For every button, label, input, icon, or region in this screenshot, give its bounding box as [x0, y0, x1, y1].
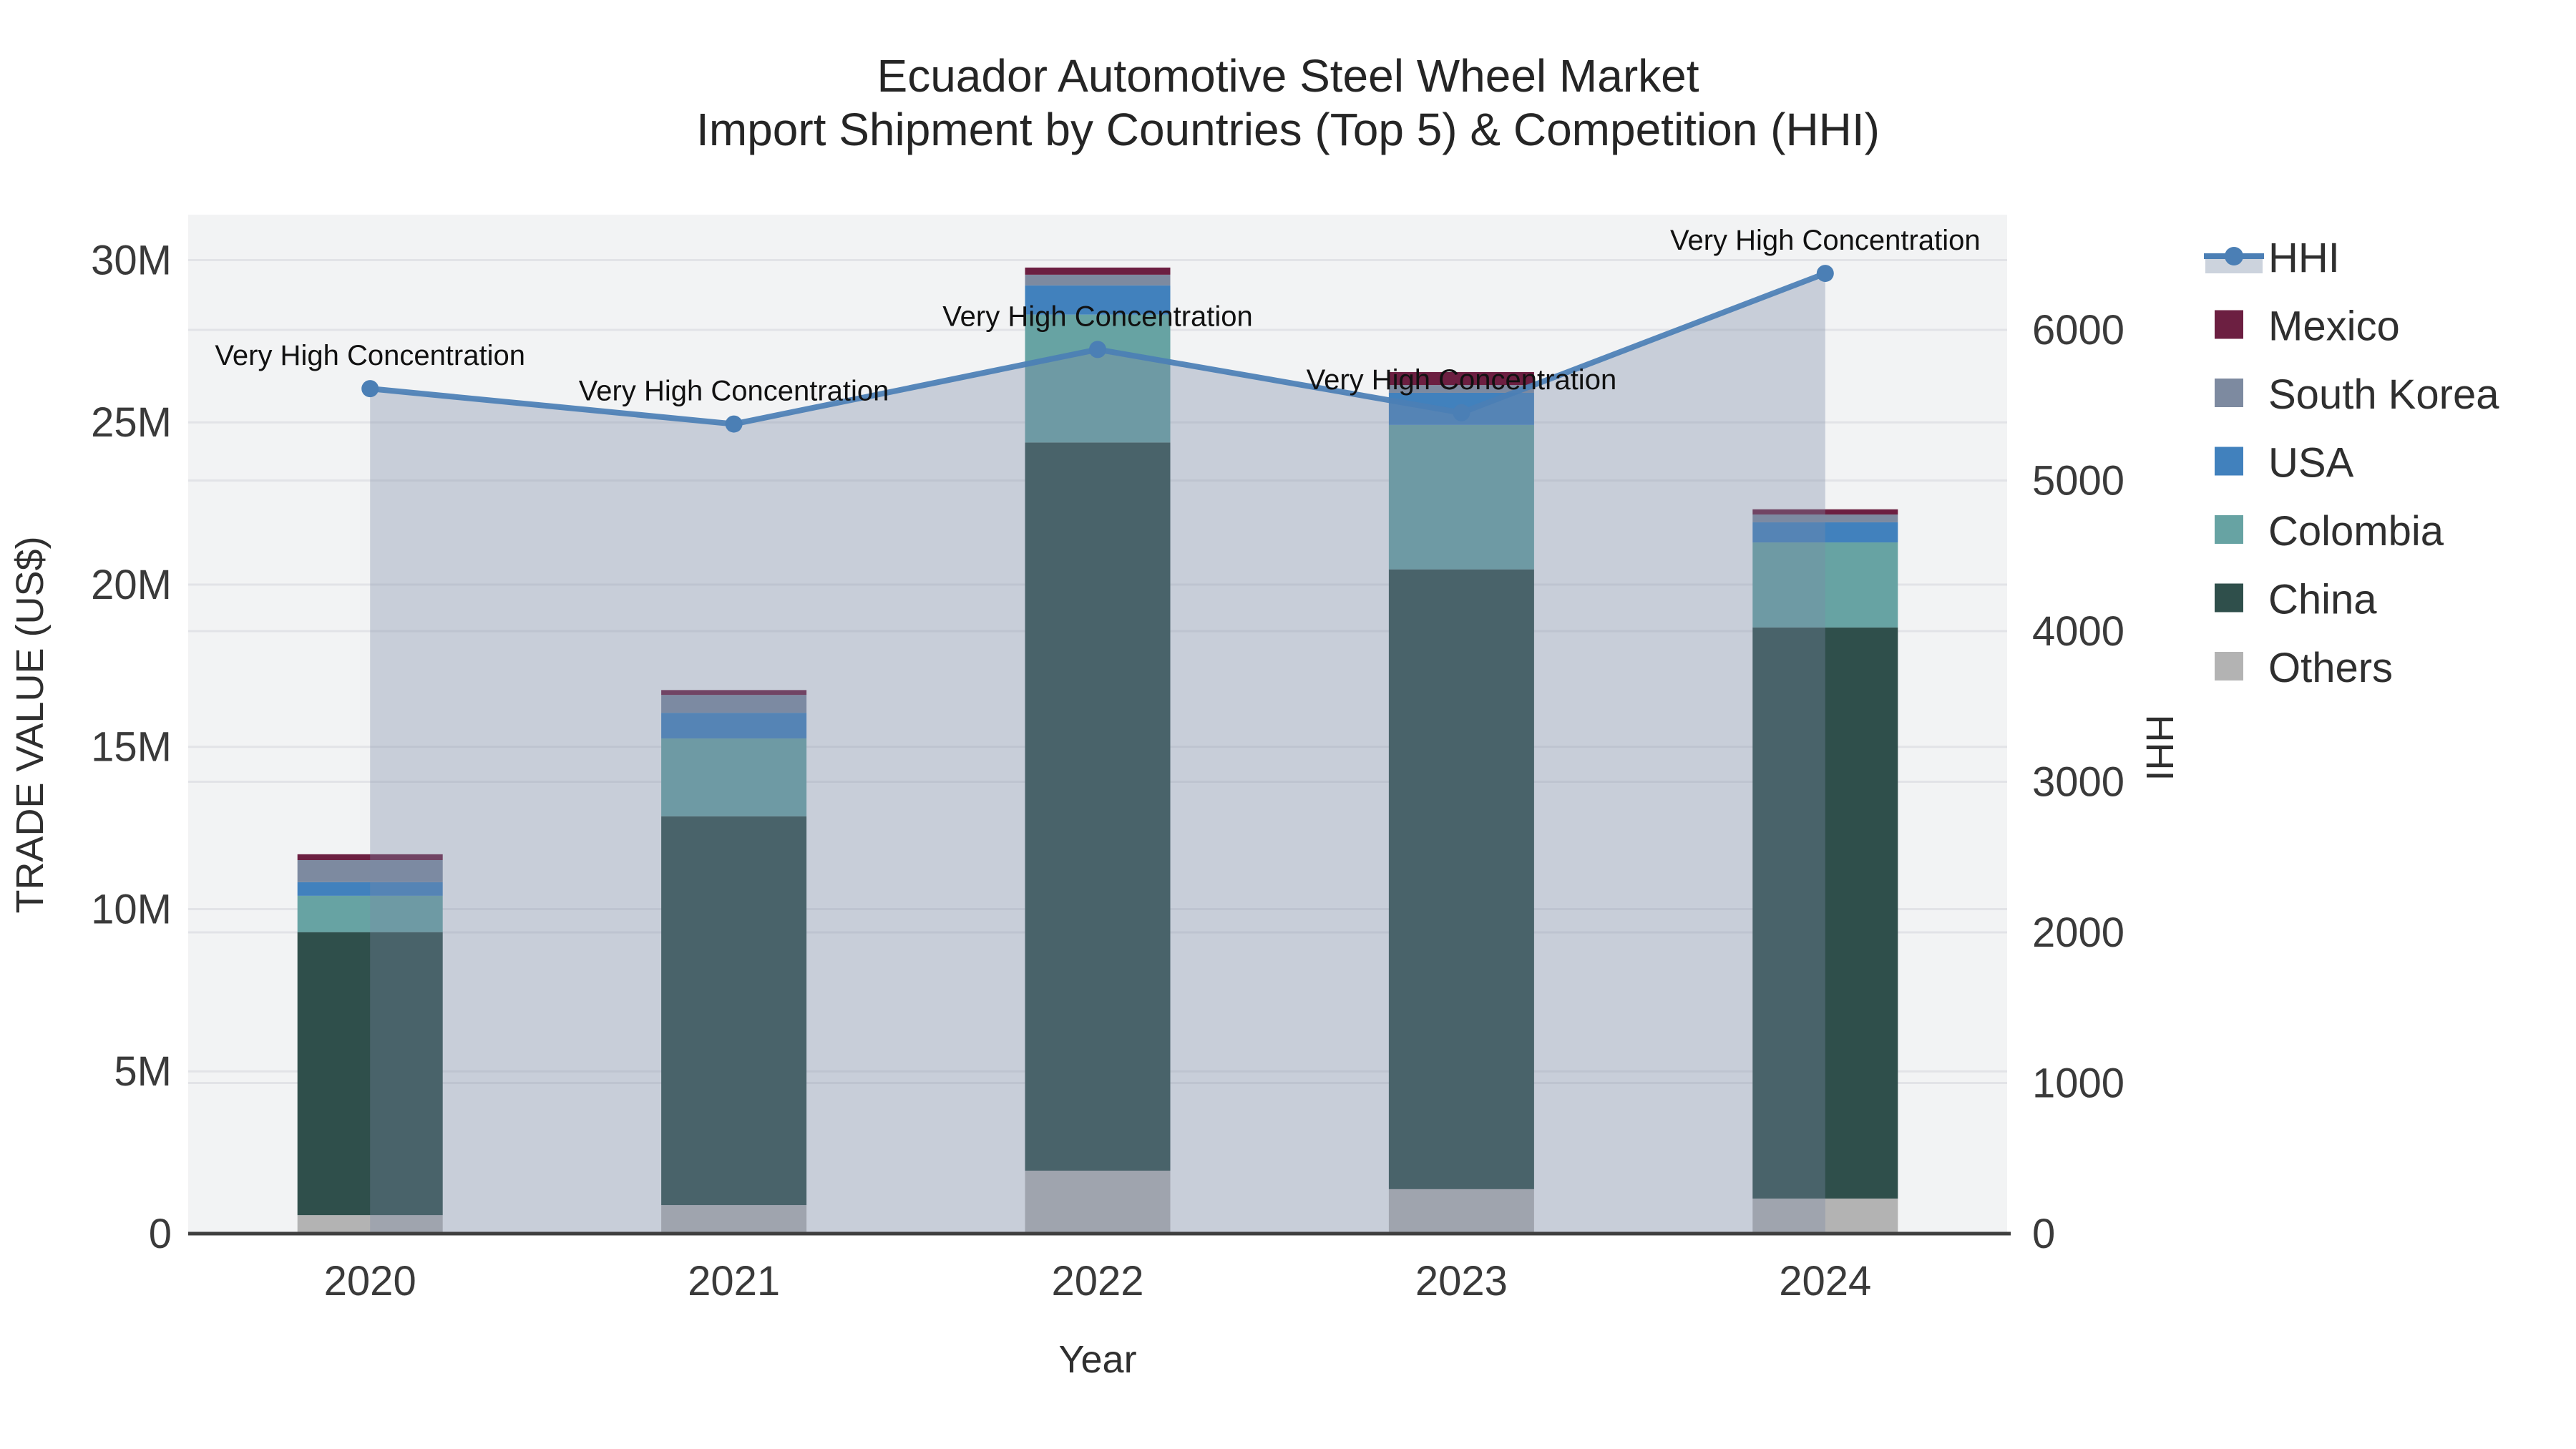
bar-segment-colombia-2023 — [1388, 424, 1534, 570]
bar-segment-china-2022 — [1025, 442, 1171, 1171]
y-right-tick-0: 0 — [2032, 1211, 2055, 1257]
y-right-tick-3000: 3000 — [2032, 759, 2124, 806]
annotation-2023: Very High Concentration — [1307, 364, 1617, 396]
legend-swatch-china — [2215, 583, 2243, 613]
hhi-marker-2022 — [1089, 341, 1106, 358]
bar-segment-others-2022 — [1025, 1171, 1171, 1234]
y-left-axis-title: TRADE VALUE (US$) — [9, 536, 52, 913]
bar-segment-mexico-2022 — [1025, 267, 1171, 275]
legend-swatch-usa — [2215, 447, 2243, 476]
y-left-tick-20M: 20M — [91, 562, 172, 608]
legend-label-hhi: HHI — [2268, 235, 2340, 281]
y-right-tick-1000: 1000 — [2032, 1060, 2124, 1107]
bar-segment-usa-2022 — [1025, 285, 1171, 315]
legend-label-mexico: Mexico — [2268, 303, 2400, 350]
y-left-tick-30M: 30M — [91, 237, 172, 283]
chart-title-line2: Import Shipment by Countries (Top 5) & C… — [696, 104, 1880, 155]
bar-segment-others-2020 — [297, 1215, 443, 1234]
y-left-tick-25M: 25M — [91, 399, 172, 446]
bar-segment-mexico-2024 — [1752, 509, 1898, 515]
legend-swatch-others — [2215, 652, 2243, 680]
chart-title-line1: Ecuador Automotive Steel Wheel Market — [877, 50, 1699, 102]
legend-swatch-colombia — [2215, 515, 2243, 544]
x-axis-title: Year — [1058, 1338, 1136, 1381]
x-tick-2020: 2020 — [324, 1258, 416, 1304]
y-left-tick-10M: 10M — [91, 886, 172, 932]
legend-item-colombia[interactable]: Colombia — [2215, 508, 2444, 555]
legend-swatch-south-korea — [2215, 379, 2243, 407]
axis-layer: 0 5M 10M 15M 20M 25M 30M 0 1000 2000 3000 4000 5000 6… — [91, 237, 2124, 1304]
hhi-area-fill — [370, 273, 1825, 1234]
bar-segment-usa-2024 — [1752, 522, 1898, 543]
bar-segment-south-korea-2021 — [661, 695, 807, 713]
bar-segment-usa-2021 — [661, 713, 807, 738]
bar-segment-china-2021 — [661, 816, 807, 1206]
x-tick-2022: 2022 — [1051, 1258, 1143, 1304]
legend-item-usa[interactable]: USA — [2215, 440, 2354, 487]
hhi-marker-2021 — [725, 415, 743, 433]
bar-segment-china-2020 — [297, 932, 443, 1216]
x-tick-2023: 2023 — [1415, 1258, 1508, 1304]
hhi-line-layer — [361, 265, 1834, 433]
annotation-layer: Very High Concentration Very High Concent… — [215, 225, 1980, 406]
legend-item-mexico[interactable]: Mexico — [2215, 303, 2400, 350]
bar-segment-colombia-2020 — [297, 895, 443, 932]
y-right-tick-2000: 2000 — [2032, 909, 2124, 956]
bar-segment-usa-2020 — [297, 882, 443, 896]
bar-segment-mexico-2020 — [297, 854, 443, 861]
bar-segment-colombia-2024 — [1752, 542, 1898, 628]
y-left-tick-15M: 15M — [91, 724, 172, 771]
hhi-marker-2020 — [361, 380, 379, 398]
y-left-tick-0: 0 — [149, 1211, 172, 1257]
legend-label-china: China — [2268, 577, 2377, 623]
y-left-tick-5M: 5M — [114, 1048, 172, 1095]
bar-segment-others-2023 — [1388, 1189, 1534, 1234]
legend-hhi-marker-swatch — [2225, 247, 2243, 265]
bar-segment-south-korea-2023 — [1388, 385, 1534, 393]
annotation-2022: Very High Concentration — [942, 301, 1253, 332]
hhi-marker-2023 — [1453, 404, 1470, 421]
x-tick-2024: 2024 — [1779, 1258, 1871, 1304]
legend-label-usa: USA — [2268, 440, 2354, 487]
y-right-axis-title: HHI — [2138, 715, 2181, 781]
legend-item-south-korea[interactable]: South Korea — [2215, 371, 2499, 418]
bar-segment-south-korea-2024 — [1752, 514, 1898, 522]
legend-label-others: Others — [2268, 645, 2393, 691]
bar-segment-south-korea-2022 — [1025, 274, 1171, 286]
bar-segment-china-2024 — [1752, 627, 1898, 1199]
annotation-2021: Very High Concentration — [579, 376, 889, 407]
bar-segment-south-korea-2020 — [297, 860, 443, 882]
bar-segment-mexico-2021 — [661, 690, 807, 696]
legend-swatch-mexico — [2215, 310, 2243, 339]
bars-layer — [297, 267, 1898, 1234]
y-right-tick-6000: 6000 — [2032, 307, 2124, 353]
bar-segment-others-2021 — [661, 1205, 807, 1234]
legend-item-china[interactable]: China — [2215, 577, 2377, 623]
y-right-tick-4000: 4000 — [2032, 608, 2124, 655]
bar-segment-colombia-2022 — [1025, 314, 1171, 443]
bar-segment-colombia-2021 — [661, 738, 807, 816]
annotation-2020: Very High Concentration — [215, 340, 525, 371]
hhi-area-layer — [370, 273, 1825, 1234]
bar-segment-others-2024 — [1752, 1199, 1898, 1234]
legend-item-hhi[interactable]: HHI — [2204, 235, 2340, 281]
legend: HHI Mexico South Korea USA Colombia China Othe… — [2204, 235, 2499, 691]
x-tick-2021: 2021 — [688, 1258, 780, 1304]
bar-segment-mexico-2023 — [1388, 371, 1534, 386]
bar-segment-china-2023 — [1388, 569, 1534, 1189]
hhi-marker-2024 — [1816, 265, 1834, 283]
y-right-tick-5000: 5000 — [2032, 458, 2124, 504]
legend-label-colombia: Colombia — [2268, 508, 2444, 555]
annotation-2024: Very High Concentration — [1670, 225, 1981, 256]
legend-item-others[interactable]: Others — [2215, 645, 2393, 691]
legend-label-south-korea: South Korea — [2268, 371, 2499, 418]
